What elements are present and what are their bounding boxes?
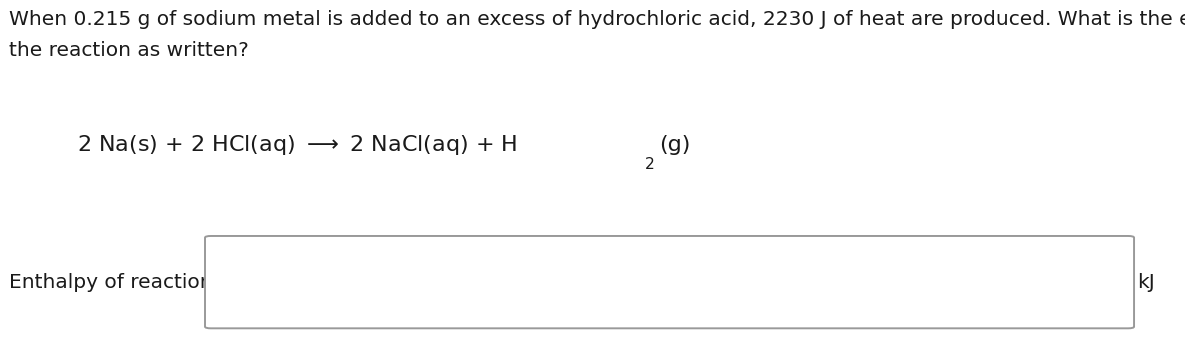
Text: kJ: kJ [1138, 273, 1155, 292]
Text: the reaction as written?: the reaction as written? [9, 10, 249, 60]
Text: (g): (g) [660, 135, 691, 155]
Text: 2 Na(s) + 2 HCl(aq) $\longrightarrow$ 2 NaCl(aq) + H: 2 Na(s) + 2 HCl(aq) $\longrightarrow$ 2 … [77, 133, 518, 157]
Text: When 0.215 g of sodium metal is added to an excess of hydrochloric acid, 2230 J : When 0.215 g of sodium metal is added to… [9, 10, 1185, 29]
FancyBboxPatch shape [205, 236, 1134, 328]
Text: Enthalpy of reaction:: Enthalpy of reaction: [9, 273, 220, 292]
Text: 2: 2 [646, 157, 655, 172]
